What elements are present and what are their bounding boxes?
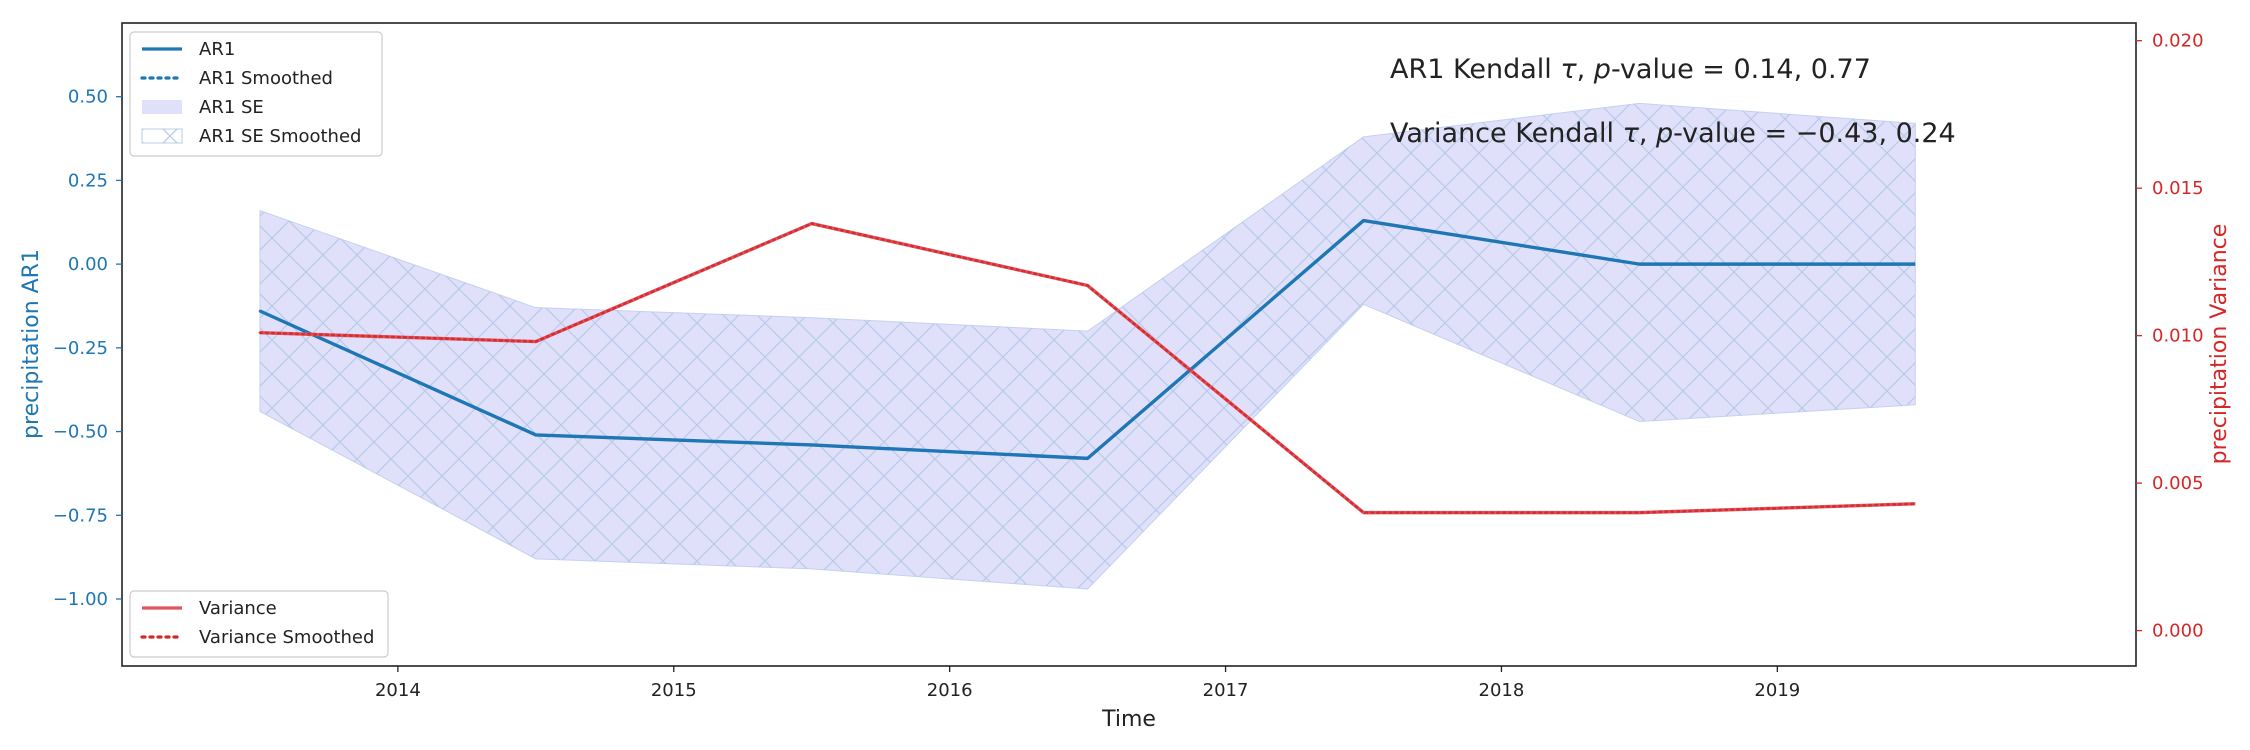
svg-text:Variance Kendall τ, p-value =: Variance Kendall τ, p-value = −0.43, 0.2… <box>1390 118 1956 149</box>
annotation-ar1-p: p <box>1593 54 1611 85</box>
left-tick-label: −0.50 <box>53 422 108 443</box>
legend-label-variance: Variance <box>199 598 277 619</box>
lines-layer <box>258 218 1917 515</box>
line-ar1-smoothed <box>258 219 1917 460</box>
legend-label-ar1-smoothed: AR1 Smoothed <box>199 68 333 89</box>
left-tick-label: −1.00 <box>53 589 108 610</box>
right-tick-label: 0.020 <box>2152 31 2204 52</box>
x-tick-label-2017: 2017 <box>1203 680 1249 701</box>
legend-variance-frame <box>129 590 389 658</box>
left-tick-label: 0.50 <box>68 87 108 108</box>
annotation-ar1-prefix: AR1 Kendall <box>1390 54 1560 85</box>
left-tick-label: −0.25 <box>53 338 108 359</box>
right-axis-ticks: 0.000 0.005 0.010 0.015 0.020 <box>2136 31 2204 642</box>
x-tick-label-2016: 2016 <box>927 680 973 701</box>
x-tick-label-2014: 2014 <box>375 680 421 701</box>
x-tick-label-2015: 2015 <box>651 680 697 701</box>
annotation-ar1-tau: τ <box>1560 54 1577 85</box>
annotation-ar1-kendall: AR1 Kendall τ, p-value = 0.14, 0.77 <box>1390 54 1871 85</box>
legend-label-ar1-se-smoothed: AR1 SE Smoothed <box>199 126 361 147</box>
band-ar1-se-smoothed <box>259 103 1916 589</box>
left-axis-ticks: −1.00 −0.75 −0.50 −0.25 0.00 0.25 0.50 <box>53 87 122 610</box>
annotation-variance-suffix: -value = −0.43, 0.24 <box>1673 118 1956 149</box>
x-tick-label-2018: 2018 <box>1479 680 1525 701</box>
annotation-ar1-sep: , <box>1577 54 1594 85</box>
annotation-variance-kendall: Variance Kendall τ, p-value = −0.43, 0.2… <box>1390 118 1956 149</box>
right-axis-label: precipitation Variance <box>2207 224 2232 465</box>
legend-label-ar1-se: AR1 SE <box>199 97 264 118</box>
plot-frame <box>121 22 2137 667</box>
left-tick-label: 0.00 <box>68 254 108 275</box>
legend-swatch-ar1-se-smoothed <box>141 128 183 144</box>
annotation-variance-tau: τ <box>1623 118 1640 149</box>
annotation-variance-sep: , <box>1639 118 1656 149</box>
left-tick-label: −0.75 <box>53 505 108 526</box>
legend-ar1-frame <box>129 31 383 157</box>
legend-label-ar1: AR1 <box>199 39 235 60</box>
right-tick-label: 0.010 <box>2152 326 2204 347</box>
legend-label-variance-smoothed: Variance Smoothed <box>199 627 374 648</box>
svg-text:AR1 Kendall τ, p-value = 0.14: AR1 Kendall τ, p-value = 0.14, 0.77 <box>1390 54 1871 85</box>
x-axis-ticks: 2014 2015 2016 2017 2018 2019 <box>375 666 1800 701</box>
x-axis-label: Time <box>1101 707 1156 732</box>
line-variance-smoothed <box>258 222 1917 514</box>
right-tick-label: 0.015 <box>2152 178 2204 199</box>
left-tick-label: 0.25 <box>68 170 108 191</box>
legend-variance: Variance Variance Smoothed <box>129 590 389 658</box>
right-tick-label: 0.005 <box>2152 473 2204 494</box>
bands-layer <box>259 102 1916 590</box>
legend-ar1: AR1 AR1 Smoothed AR1 SE AR1 SE Smoothed <box>129 31 383 157</box>
annotation-variance-p: p <box>1655 118 1673 149</box>
right-tick-label: 0.000 <box>2152 621 2204 642</box>
annotation-variance-prefix: Variance Kendall <box>1390 118 1623 149</box>
legend-swatch-ar1-se <box>142 100 182 114</box>
annotation-ar1-suffix: -value = 0.14, 0.77 <box>1611 54 1871 85</box>
left-axis-label: precipitation AR1 <box>19 249 44 439</box>
x-tick-label-2019: 2019 <box>1754 680 1800 701</box>
